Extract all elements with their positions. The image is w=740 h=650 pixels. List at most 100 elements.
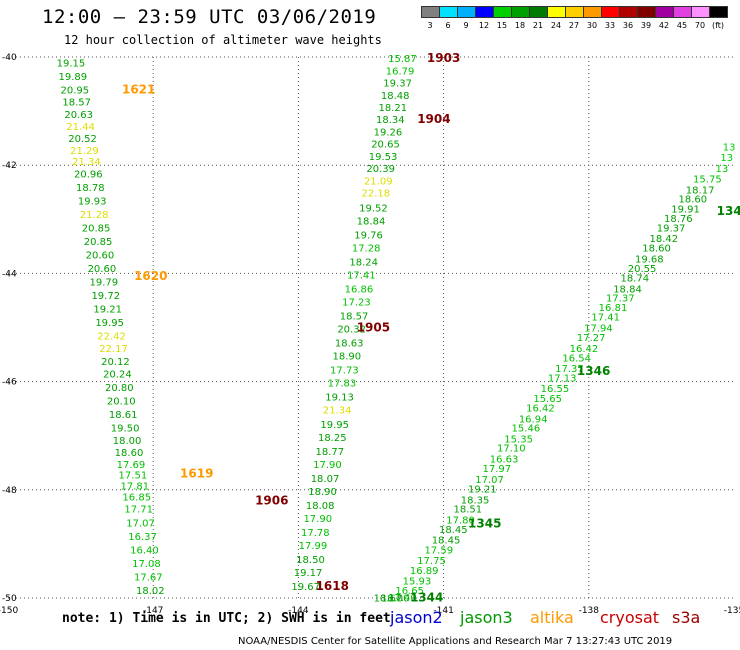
- chart-title: 12:00 – 23:59 UTC 03/06/2019: [42, 6, 377, 28]
- wave-height-value: 17.51: [119, 471, 148, 482]
- footer-note: note: 1) Time is in UTC; 2) SWH is in fe…: [62, 611, 391, 626]
- wave-height-value: 17.40: [388, 593, 417, 604]
- y-tick-label: -46: [2, 378, 17, 388]
- time-label: 1619: [180, 467, 213, 481]
- wave-height-value: 15.75: [693, 175, 722, 186]
- wave-height-value: 20.63: [64, 110, 93, 121]
- time-label: 1905: [357, 321, 390, 335]
- wave-height-value: 20.55: [628, 264, 657, 275]
- wave-height-value: 17.78: [301, 528, 330, 539]
- wave-height-value: 20.24: [103, 369, 132, 380]
- wave-height-value: 17.90: [303, 514, 332, 525]
- y-tick-label: -50: [2, 594, 17, 604]
- satellite-name: jason2: [390, 608, 443, 627]
- legend-label: 6: [445, 21, 451, 30]
- wave-height-value: 17.27: [577, 333, 606, 344]
- wave-height-value: 17.37: [555, 364, 584, 375]
- wave-height-value: 17.71: [124, 505, 153, 516]
- wave-height-value: 13: [720, 153, 733, 164]
- wave-height-value: 18.00: [381, 593, 410, 604]
- wave-height-value: 16.63: [490, 454, 519, 465]
- legend-label: 24: [550, 21, 562, 30]
- wave-height-value: 15.93: [403, 577, 432, 588]
- x-tick-label: -150: [0, 606, 18, 616]
- wave-height-value: 17.59: [424, 545, 453, 556]
- wave-height-value: 18.61: [109, 410, 138, 421]
- wave-height-value: 17.80: [446, 516, 475, 527]
- wave-height-value: 19.68: [635, 254, 664, 265]
- wave-height-value: 20.85: [84, 237, 113, 248]
- wave-height-value: 16.79: [386, 67, 415, 78]
- wave-height-value: 19.72: [91, 291, 120, 302]
- wave-height-value: 16.81: [599, 303, 628, 314]
- wave-height-value: 19.50: [111, 424, 140, 435]
- wave-height-value: 19.52: [359, 203, 388, 214]
- time-label: 1618: [316, 579, 349, 593]
- wave-height-value: 15.46: [512, 424, 541, 435]
- wave-height-value: 18.08: [306, 501, 335, 512]
- wave-height-value: 22.18: [362, 188, 391, 199]
- wave-height-value: 19.17: [294, 568, 323, 579]
- wave-height-value: 15.65: [533, 394, 562, 405]
- wave-height-value: 17.69: [117, 460, 146, 471]
- legend-label: 21: [532, 21, 544, 30]
- wave-height-value: 17.81: [120, 481, 149, 492]
- wave-height-value: 17.07: [475, 475, 504, 486]
- wave-height-value: 17.37: [606, 294, 635, 305]
- legend-label: 30: [586, 21, 598, 30]
- wave-height-value: 20.60: [86, 250, 115, 261]
- wave-height-value: 22.17: [99, 344, 128, 355]
- wave-height-value: 18.57: [340, 312, 369, 323]
- legend-label: 15: [496, 21, 508, 30]
- legend-label: 18: [514, 21, 526, 30]
- wave-height-value: 19.93: [78, 196, 107, 207]
- wave-height-value: 19.89: [59, 72, 88, 83]
- x-tick-label: -144: [288, 606, 309, 616]
- wave-height-value: 17.97: [483, 464, 512, 475]
- wave-height-value: 17.99: [299, 541, 328, 552]
- x-tick-label: -141: [433, 606, 453, 616]
- wave-height-value: 18.63: [335, 339, 364, 350]
- legend-label: 36: [622, 21, 634, 30]
- wave-height-value: 17.07: [126, 518, 155, 529]
- time-label: 1346: [577, 364, 610, 378]
- wave-height-value: 17.23: [342, 298, 371, 309]
- wave-height-value: 19.15: [57, 58, 86, 69]
- wave-height-value: 17.94: [584, 324, 613, 335]
- wave-height-value: 18.35: [461, 496, 490, 507]
- wave-height-value: 16.86: [345, 285, 374, 296]
- wave-height-value: 18.78: [76, 183, 105, 194]
- wave-height-value: 17.41: [591, 313, 620, 324]
- wave-height-value: 18.84: [613, 285, 642, 296]
- wave-height-value: 19.37: [657, 223, 686, 234]
- time-label: 1904: [417, 112, 450, 126]
- wave-height-value: 17.73: [330, 366, 359, 377]
- wave-height-value: 18.60: [115, 448, 144, 459]
- legend-label: 45: [676, 21, 688, 30]
- satellite-name: altika: [530, 608, 574, 627]
- wave-height-value: 18.48: [381, 91, 410, 102]
- wave-height-value: 17.13: [548, 373, 577, 384]
- wave-height-value: 19.95: [320, 420, 349, 431]
- wave-height-value: 18.45: [432, 536, 461, 547]
- wave-height-value: 17.67: [134, 572, 163, 583]
- wave-height-value: 13: [723, 142, 736, 153]
- legend-label: 3: [427, 21, 433, 30]
- wave-height-value: 21.09: [364, 176, 393, 187]
- x-tick-label: -147: [143, 606, 163, 616]
- y-tick-label: -44: [2, 269, 17, 279]
- wave-height-value: 18.60: [679, 195, 708, 206]
- wave-height-value: 18.60: [642, 243, 671, 254]
- legend-label: 27: [568, 21, 580, 30]
- wave-height-value: 17.10: [497, 444, 526, 455]
- wave-height-value: 19.37: [383, 78, 412, 89]
- y-tick-label: -42: [2, 161, 17, 171]
- legend-label: (ft): [711, 21, 725, 30]
- legend-swatch: [709, 6, 728, 18]
- wave-height-value: 18.76: [664, 214, 693, 225]
- x-tick-label: -138: [579, 606, 600, 616]
- wave-height-value: 16.89: [410, 566, 439, 577]
- wave-height-value: 18.42: [649, 234, 678, 245]
- wave-height-value: 19.53: [369, 152, 398, 163]
- wave-height-value: 17.75: [417, 556, 446, 567]
